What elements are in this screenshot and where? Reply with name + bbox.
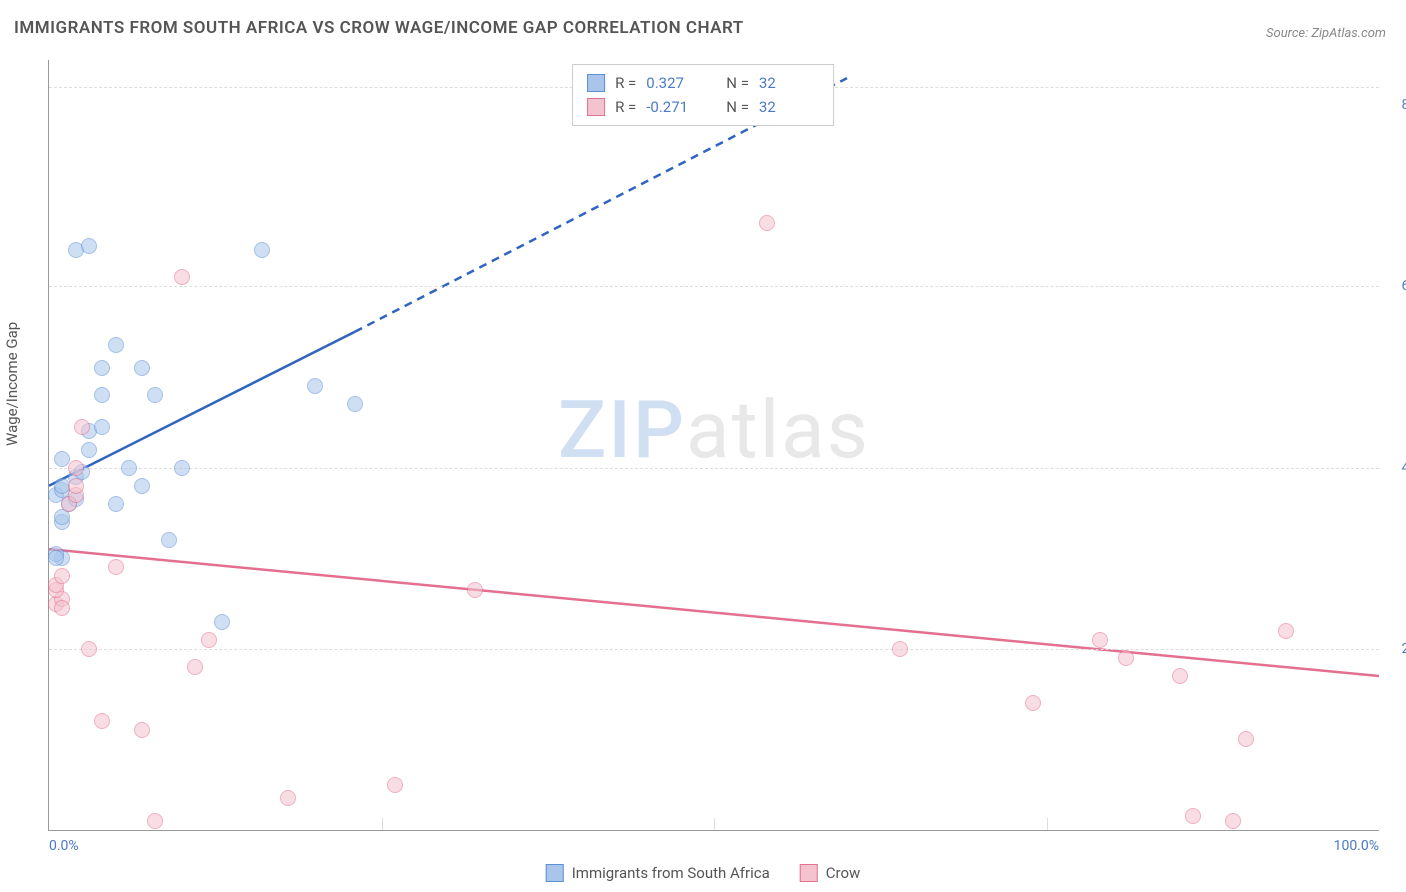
series-legend: Immigrants from South Africa Crow [546,864,861,882]
data-point [74,419,90,435]
legend-r-label: R = [615,95,636,119]
correlation-legend: R = 0.327 N = 32 R = -0.271 N = 32 [572,64,834,126]
data-point [174,269,190,285]
trend-lines-layer [49,60,1379,830]
y-tick-label: 20.0% [1389,641,1406,657]
data-point [214,614,230,630]
data-point [68,478,84,494]
data-point [68,460,84,476]
data-point [892,641,908,657]
legend-series-item: Crow [800,864,861,882]
data-point [108,496,124,512]
data-point [1185,808,1201,824]
legend-r-value: -0.271 [646,95,706,119]
gridline-horizontal [49,649,1379,650]
data-point [280,790,296,806]
x-tick-label: 0.0% [49,838,79,854]
data-point [134,360,150,376]
data-point [1225,813,1241,829]
data-point [254,242,270,258]
data-point [94,713,110,729]
legend-n-value: 32 [759,95,819,119]
trend-line [49,549,1379,676]
data-point [1118,650,1134,666]
legend-series-label: Immigrants from South Africa [572,864,770,882]
x-tick-mark [382,818,383,830]
data-point [81,641,97,657]
legend-series-label: Crow [826,864,861,882]
legend-swatch [546,864,564,882]
y-tick-label: 80.0% [1389,97,1406,113]
trend-line [49,332,355,486]
legend-correlation-row: R = -0.271 N = 32 [587,95,819,119]
data-point [81,442,97,458]
x-tick-label: 100.0% [1334,838,1379,854]
legend-swatch [587,98,605,116]
legend-r-value: 0.327 [646,71,706,95]
data-point [187,659,203,675]
data-point [94,360,110,376]
data-point [147,813,163,829]
data-point [108,559,124,575]
data-point [1172,668,1188,684]
data-point [54,600,70,616]
data-point [1238,731,1254,747]
data-point [121,460,137,476]
data-point [347,396,363,412]
data-point [54,568,70,584]
data-point [201,632,217,648]
data-point [48,550,64,566]
data-point [108,337,124,353]
data-point [467,582,483,598]
legend-n-value: 32 [759,71,819,95]
y-axis-label: Wage/Income Gap [3,322,21,446]
y-tick-label: 60.0% [1389,278,1406,294]
legend-r-label: R = [615,71,636,95]
legend-n-label: N = [726,71,749,95]
plot-area: ZIPatlas 20.0%40.0%60.0%80.0%0.0%100.0% [48,60,1379,831]
data-point [387,777,403,793]
legend-correlation-row: R = 0.327 N = 32 [587,71,819,95]
x-tick-mark [714,818,715,830]
chart-title: IMMIGRANTS FROM SOUTH AFRICA VS CROW WAG… [14,18,744,38]
legend-swatch [587,74,605,92]
y-tick-label: 40.0% [1389,460,1406,476]
legend-n-label: N = [726,95,749,119]
gridline-horizontal [49,468,1379,469]
data-point [1092,632,1108,648]
data-point [1025,695,1041,711]
data-point [307,378,323,394]
gridline-horizontal [49,286,1379,287]
data-point [1278,623,1294,639]
x-tick-mark [1047,818,1048,830]
data-point [174,460,190,476]
source-credit: Source: ZipAtlas.com [1266,26,1386,41]
data-point [147,387,163,403]
legend-swatch [800,864,818,882]
data-point [134,722,150,738]
data-point [161,532,177,548]
data-point [81,238,97,254]
data-point [94,419,110,435]
legend-series-item: Immigrants from South Africa [546,864,770,882]
data-point [759,215,775,231]
data-point [94,387,110,403]
data-point [134,478,150,494]
